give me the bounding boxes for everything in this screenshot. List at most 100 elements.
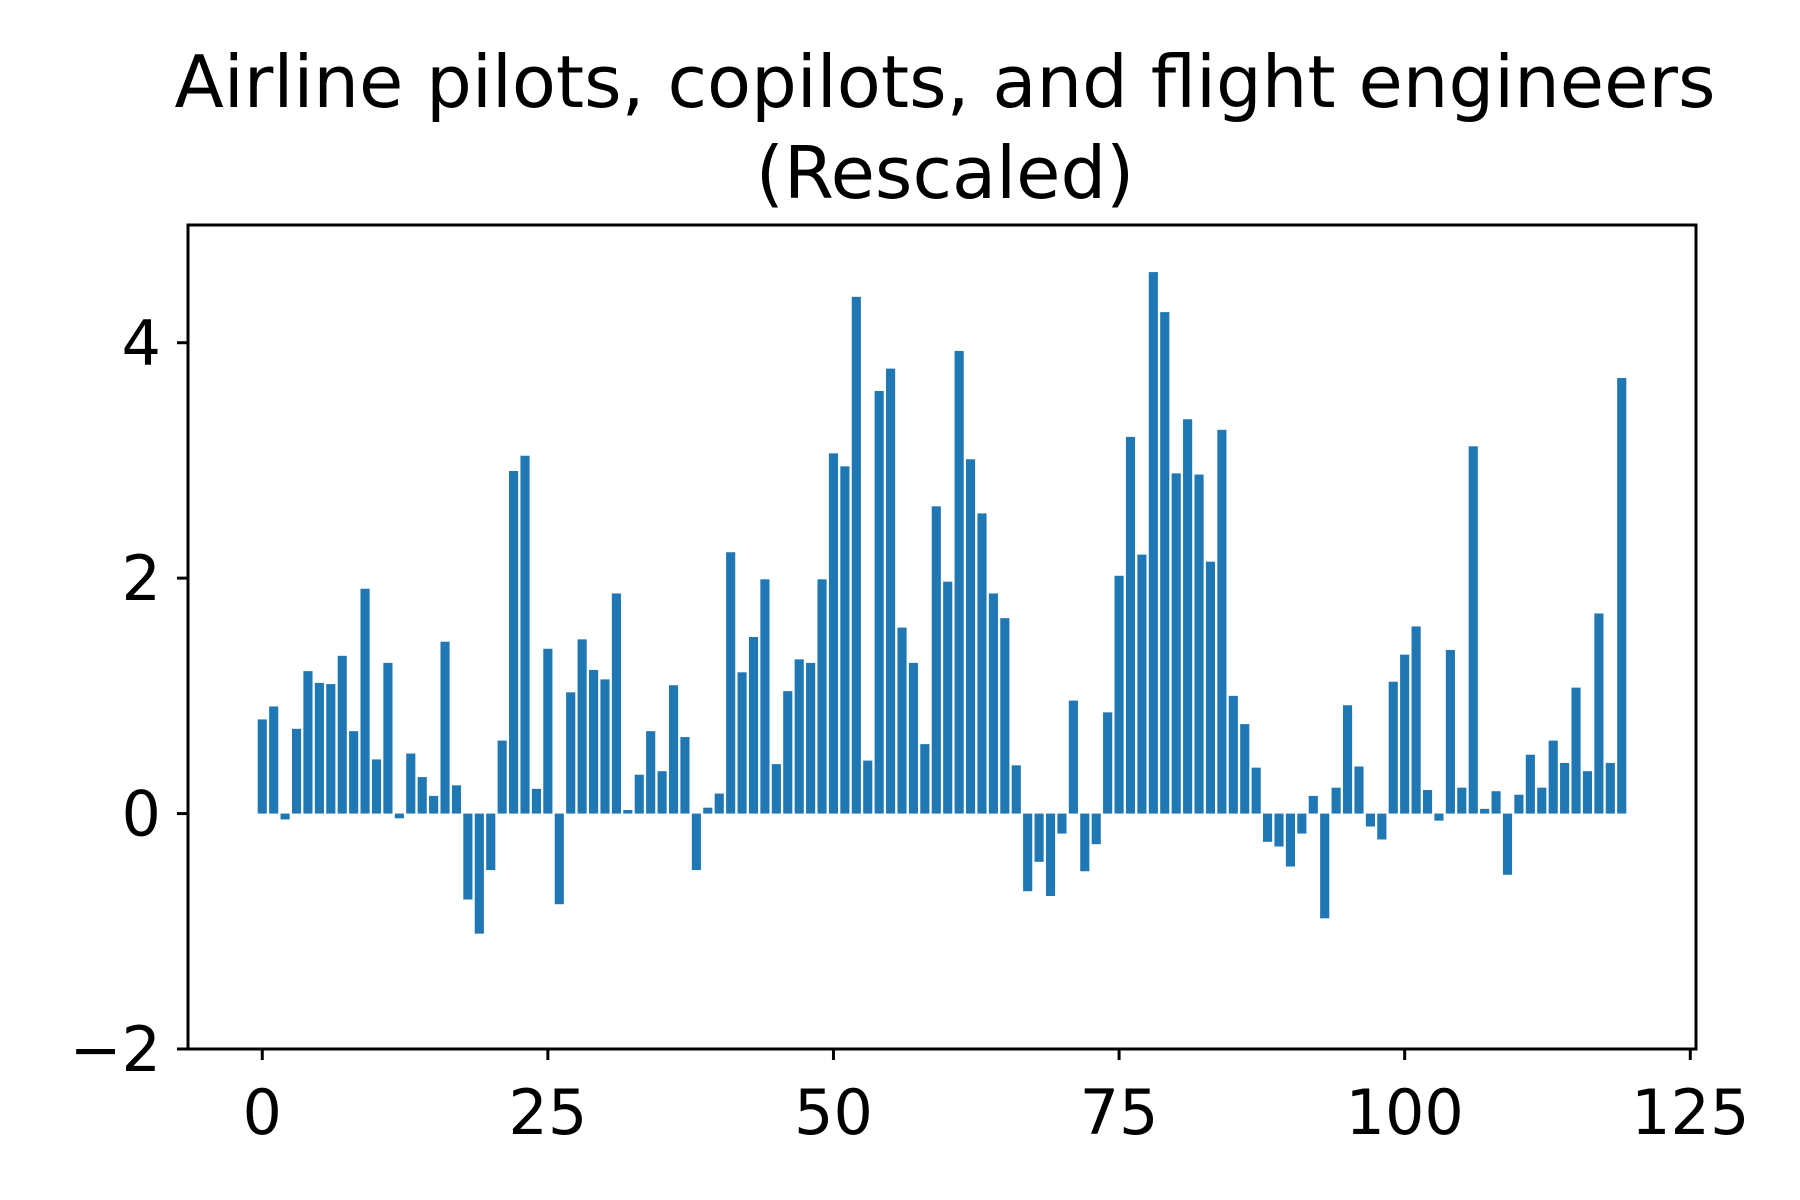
- bar: [840, 466, 850, 814]
- bar: [588, 669, 599, 814]
- bar: [1183, 419, 1193, 814]
- bar: [1240, 724, 1250, 814]
- bar: [897, 627, 907, 814]
- bar: [1525, 754, 1535, 814]
- bar: [531, 788, 542, 814]
- bar: [1605, 762, 1615, 814]
- bar: [291, 728, 302, 814]
- bar: [668, 685, 679, 814]
- y-tick-label: −2: [70, 1013, 161, 1086]
- bar: [646, 731, 656, 814]
- bar: [817, 579, 827, 814]
- bar: [611, 593, 621, 814]
- bar: [714, 793, 724, 814]
- x-tick-label: 50: [794, 1076, 873, 1149]
- bar: [920, 744, 930, 814]
- bar: [771, 764, 781, 814]
- bar: [1171, 473, 1181, 814]
- bar: [1205, 561, 1216, 814]
- bar: [394, 813, 404, 819]
- bar: [806, 662, 816, 814]
- bar: [1080, 813, 1090, 872]
- bar: [908, 662, 919, 814]
- bar: [851, 296, 861, 814]
- bar: [1388, 681, 1398, 814]
- bar: [554, 813, 564, 905]
- bar: [1365, 813, 1375, 827]
- bar: [349, 731, 359, 814]
- bar: [828, 453, 839, 814]
- bar: [600, 679, 610, 814]
- bar: [280, 813, 290, 820]
- bar: [988, 593, 998, 814]
- bars: [257, 272, 1627, 934]
- bar: [737, 672, 747, 814]
- bar: [440, 641, 450, 814]
- bar: [1251, 767, 1261, 814]
- bar: [760, 579, 770, 814]
- bar: [1023, 813, 1033, 892]
- bar: [1480, 808, 1490, 814]
- bar: [451, 785, 462, 814]
- bar: [1263, 813, 1273, 842]
- bar: [680, 737, 690, 814]
- bar: [1377, 813, 1387, 840]
- x-axis: 0 25 50 75 100 125: [243, 1049, 1749, 1149]
- y-tick-label: 2: [122, 542, 161, 615]
- bar: [337, 655, 347, 814]
- bar: [509, 471, 519, 814]
- bar: [406, 753, 416, 814]
- bar: [874, 390, 884, 814]
- bar: [1034, 813, 1044, 862]
- bar: [954, 350, 964, 814]
- bar: [269, 706, 279, 814]
- bar: [1331, 787, 1341, 814]
- bar: [566, 692, 576, 814]
- y-axis: −2 0 2 4: [70, 307, 188, 1086]
- bar: [1411, 626, 1421, 814]
- bar: [1560, 762, 1570, 814]
- bar: [1114, 575, 1124, 814]
- bar: [1457, 787, 1467, 814]
- bar: [1091, 813, 1101, 845]
- bar: [1548, 740, 1558, 814]
- bar: [1148, 272, 1158, 814]
- bar: [326, 684, 336, 814]
- bar: [1308, 795, 1318, 814]
- bar: [863, 760, 873, 814]
- bar: [1011, 765, 1021, 814]
- bar: [1068, 700, 1078, 814]
- bar: [1125, 436, 1136, 814]
- bar: [303, 671, 313, 814]
- bar: [657, 771, 667, 814]
- bar: [371, 759, 382, 814]
- bar: [703, 807, 713, 814]
- y-tick-label: 4: [122, 307, 161, 380]
- bar: [1537, 787, 1547, 814]
- x-tick-label: 75: [1080, 1076, 1159, 1149]
- bar: [257, 719, 267, 814]
- bar: [726, 552, 736, 814]
- bar: [1491, 791, 1501, 814]
- bar: [691, 813, 701, 871]
- bar: [463, 813, 473, 900]
- bar: [1057, 813, 1067, 834]
- bar: [1468, 446, 1478, 814]
- bar: [520, 455, 530, 814]
- bar: [486, 813, 496, 871]
- bar: [1434, 813, 1444, 821]
- plot-frame: [186, 223, 1698, 1051]
- bar: [417, 777, 427, 814]
- x-tick-label: 100: [1346, 1076, 1464, 1149]
- x-tick-label: 125: [1631, 1076, 1749, 1149]
- bar: [748, 637, 759, 814]
- bar: [1160, 312, 1170, 814]
- y-tick-label: 0: [122, 778, 161, 851]
- bar: [1594, 613, 1604, 814]
- bar: [1617, 378, 1627, 814]
- chart-title-line-1: Airline pilots, copilots, and flight eng…: [174, 40, 1715, 124]
- bar: [1342, 705, 1353, 814]
- bar: [1137, 554, 1147, 814]
